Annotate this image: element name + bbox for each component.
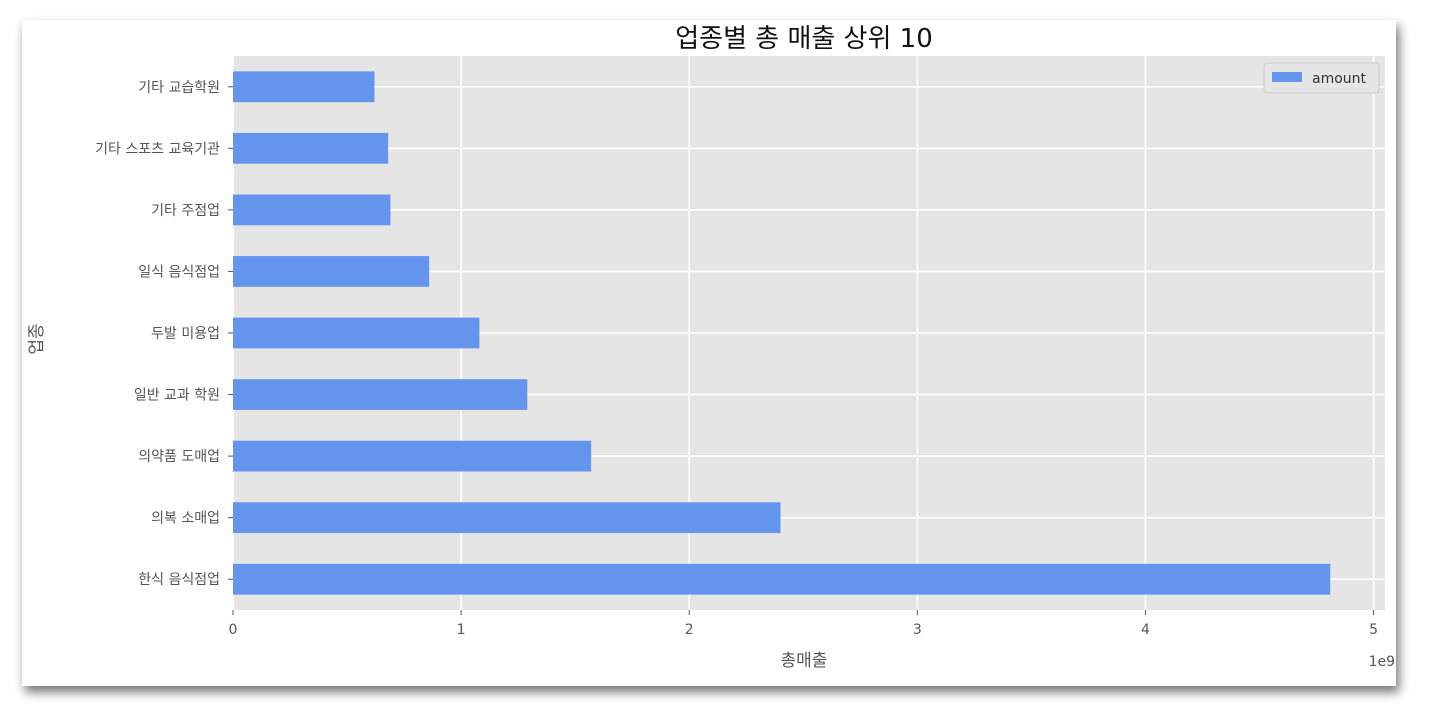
x-tick-label: 4 (1141, 622, 1150, 638)
y-tick-label: 일식 음식점업 (138, 264, 220, 280)
y-tick-label: 기타 교습학원 (138, 80, 220, 96)
legend-swatch (1272, 72, 1302, 82)
y-axis-label: 업종 (27, 323, 47, 354)
bar (233, 440, 592, 472)
bar (233, 502, 781, 534)
x-tick-label: 3 (913, 622, 922, 638)
x-tick-label: 5 (1369, 622, 1378, 638)
bar (233, 194, 391, 226)
legend: amount (1263, 62, 1380, 94)
y-tick-label: 두발 미용업 (151, 326, 220, 342)
bar (233, 379, 528, 410)
x-tick-label: 1 (457, 622, 466, 638)
bar (233, 132, 389, 164)
y-tick-label: 의복 소매업 (151, 511, 220, 527)
chart-title: 업종별 총 매출 상위 10 (675, 24, 933, 54)
y-tick-label: 한식 음식점업 (138, 572, 220, 588)
y-tick-label: 기타 스포츠 교육기관 (95, 141, 220, 157)
bars (233, 71, 1331, 595)
x-tick-label: 0 (229, 622, 238, 638)
legend-box (1263, 62, 1380, 94)
y-tick-label: 기타 주점업 (151, 203, 220, 219)
x-axis-offset-label: 1e9 (1369, 654, 1395, 670)
bar (233, 563, 1331, 595)
ticks: 0 1 2 3 4 5 한식 음식점업 의복 소매업 의약품 도매업 일반 교과 학원 두발 미용업… (95, 80, 1378, 638)
y-tick-label: 의약품 도매업 (138, 449, 220, 465)
x-axis-label: 총매출 (781, 651, 828, 671)
y-tick-label: 일반 교과 학원 (134, 388, 220, 404)
chart-figure: 0 1 2 3 4 5 한식 음식점업 의복 소매업 의약품 도매업 일반 교과 학원 두발 미용업… (22, 20, 1396, 686)
bar (233, 317, 480, 349)
x-tick-label: 2 (685, 622, 694, 638)
bar (233, 71, 375, 103)
bar-chart: 0 1 2 3 4 5 한식 음식점업 의복 소매업 의약품 도매업 일반 교과 학원 두발 미용업… (27, 24, 1395, 671)
bar (233, 256, 430, 287)
legend-label: amount (1312, 71, 1367, 87)
